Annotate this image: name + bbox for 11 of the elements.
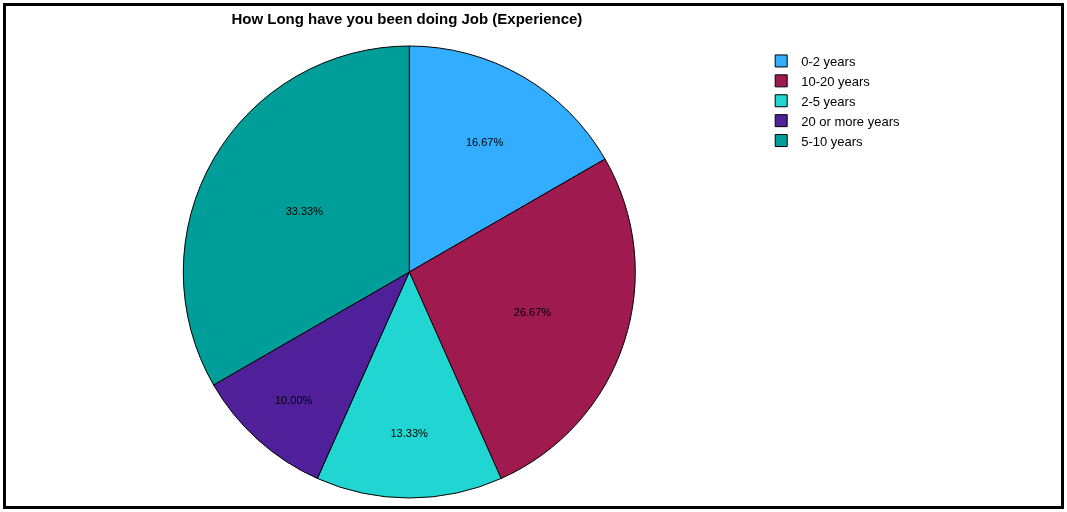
legend-label: 10-20 years [801,73,871,89]
legend-label: 2-5 years [801,93,856,109]
legend-label: 5-10 years [801,133,864,149]
data-label: 26.67% [513,306,552,319]
data-label: 16.67% [465,135,504,148]
legend-label: 0-2 years [801,54,856,70]
chart-title: How Long have you been doing Job (Experience) [231,10,583,27]
data-label: 13.33% [390,426,429,439]
data-label: 10.00% [274,394,313,407]
data-label: 33.33% [285,205,324,218]
legend-label: 20 or more years [801,113,900,129]
